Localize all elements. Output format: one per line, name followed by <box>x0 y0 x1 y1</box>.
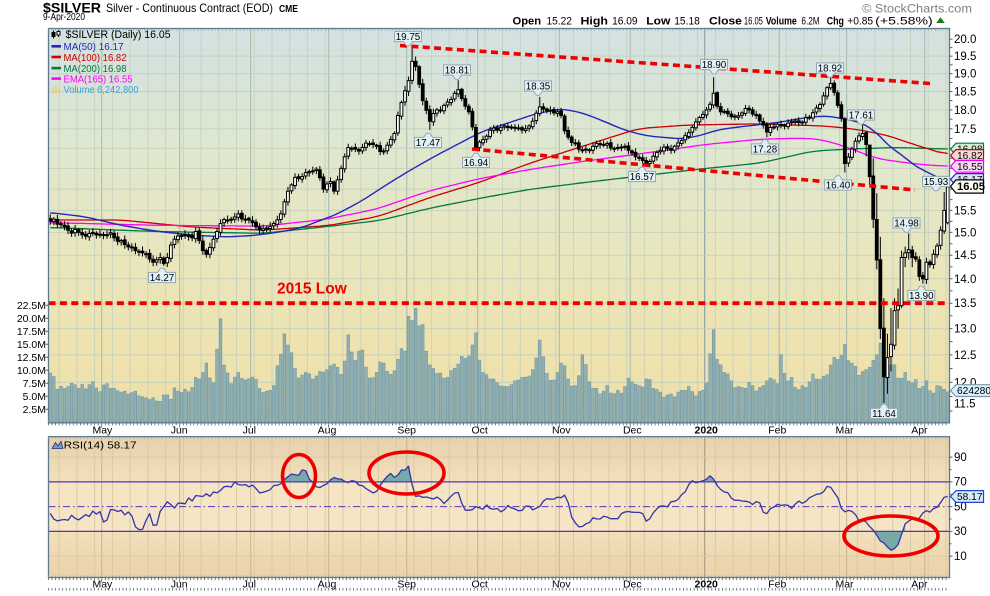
svg-text:16.09: 16.09 <box>612 15 637 27</box>
svg-text:18.81: 18.81 <box>445 66 470 77</box>
svg-text:15.5: 15.5 <box>954 205 976 217</box>
svg-text:19.75: 19.75 <box>396 32 421 43</box>
svg-text:© StockCharts.com: © StockCharts.com <box>862 4 972 16</box>
svg-text:13.90: 13.90 <box>909 291 934 302</box>
svg-text:15.22: 15.22 <box>547 15 572 27</box>
svg-text:Nov: Nov <box>552 578 571 590</box>
svg-text:Aug: Aug <box>318 578 337 590</box>
svg-text:58.17: 58.17 <box>957 492 983 503</box>
svg-text:Close: Close <box>709 15 742 27</box>
svg-text:MA(50) 16.17: MA(50) 16.17 <box>64 41 124 53</box>
svg-text:11.5: 11.5 <box>954 399 976 411</box>
svg-text:10: 10 <box>954 551 967 563</box>
svg-text:30: 30 <box>954 526 967 538</box>
svg-text:2020: 2020 <box>695 425 719 437</box>
svg-text:+0.85: +0.85 <box>847 15 873 27</box>
svg-text:Sep: Sep <box>397 425 416 437</box>
svg-text:MA(200) 16.98: MA(200) 16.98 <box>64 63 127 75</box>
svg-text:Mar: Mar <box>835 425 854 437</box>
svg-text:MA(100) 16.82: MA(100) 16.82 <box>64 52 127 64</box>
svg-text:17.61: 17.61 <box>849 111 874 122</box>
svg-text:Dec: Dec <box>623 425 642 437</box>
svg-text:Jun: Jun <box>171 425 188 437</box>
svg-text:17.28: 17.28 <box>753 145 778 156</box>
svg-text:May: May <box>92 578 113 590</box>
svg-text:Silver - Continuous Contract (: Silver - Continuous Contract (EOD) <box>106 1 273 15</box>
svg-text:20.0M: 20.0M <box>17 313 46 325</box>
svg-text:17.5: 17.5 <box>954 124 976 136</box>
svg-text:RSI(14) 58.17: RSI(14) 58.17 <box>64 439 137 451</box>
svg-text:17.5M: 17.5M <box>17 326 46 338</box>
svg-text:Oct: Oct <box>472 425 488 437</box>
svg-text:18.0: 18.0 <box>954 105 976 117</box>
svg-text:20.0: 20.0 <box>954 34 976 46</box>
svg-text:10.0M: 10.0M <box>17 365 46 377</box>
svg-text:16.05: 16.05 <box>744 15 763 27</box>
svg-text:16.57: 16.57 <box>630 172 655 183</box>
svg-text:16.55: 16.55 <box>957 162 983 173</box>
svg-text:50: 50 <box>954 501 967 513</box>
svg-text:18.5: 18.5 <box>954 87 976 99</box>
svg-text:Apr: Apr <box>911 578 928 590</box>
svg-text:22.5M: 22.5M <box>17 300 46 312</box>
svg-text:15.0M: 15.0M <box>17 339 46 351</box>
svg-text:Oct: Oct <box>472 578 488 590</box>
svg-text:Jul: Jul <box>243 425 256 437</box>
svg-text:Feb: Feb <box>768 578 786 590</box>
svg-text:90: 90 <box>954 452 967 464</box>
svg-text:12.5: 12.5 <box>954 350 976 362</box>
svg-text:16.94: 16.94 <box>464 158 489 169</box>
svg-text:EMA(165) 16.55: EMA(165) 16.55 <box>64 73 133 85</box>
svg-text:Jul: Jul <box>243 578 256 590</box>
svg-text:18.35: 18.35 <box>526 82 551 93</box>
svg-text:15.18: 15.18 <box>674 15 700 27</box>
svg-text:11.64: 11.64 <box>872 409 896 420</box>
svg-text:15.0: 15.0 <box>954 227 976 239</box>
svg-text:12.5M: 12.5M <box>17 352 46 364</box>
svg-text:14.0: 14.0 <box>954 274 976 286</box>
svg-text:16.40: 16.40 <box>826 181 851 192</box>
svg-text:2015 Low: 2015 Low <box>277 281 348 298</box>
svg-text:Feb: Feb <box>768 425 786 437</box>
svg-text:$SILVER (Daily) 16.05: $SILVER (Daily) 16.05 <box>66 29 171 41</box>
svg-text:19.0: 19.0 <box>954 69 976 81</box>
svg-text:15.93: 15.93 <box>924 177 949 188</box>
svg-text:Aug: Aug <box>318 425 337 437</box>
svg-text:Low: Low <box>646 15 670 27</box>
svg-text:7.5M: 7.5M <box>23 378 46 390</box>
svg-text:Nov: Nov <box>552 425 571 437</box>
svg-text:18.90: 18.90 <box>702 60 727 71</box>
svg-text:Dec: Dec <box>623 578 642 590</box>
svg-text:High: High <box>581 15 609 27</box>
svg-text:18.92: 18.92 <box>818 64 843 75</box>
svg-text:70: 70 <box>954 477 967 489</box>
svg-text:9-Apr-2020: 9-Apr-2020 <box>43 12 85 23</box>
svg-text:13.0: 13.0 <box>954 324 976 336</box>
svg-text:5.0M: 5.0M <box>23 391 46 403</box>
svg-text:May: May <box>92 425 113 437</box>
svg-text:Volume: Volume <box>766 15 797 27</box>
svg-text:14.27: 14.27 <box>150 273 175 284</box>
svg-text:Volume 6,242,800: Volume 6,242,800 <box>64 84 139 96</box>
svg-text:Sep: Sep <box>397 578 416 590</box>
svg-text:16.05: 16.05 <box>957 181 985 193</box>
svg-text:14.5: 14.5 <box>954 250 976 262</box>
svg-text:6242800: 6242800 <box>957 386 990 397</box>
svg-text:Mar: Mar <box>835 578 854 590</box>
svg-text:Chg: Chg <box>827 15 844 27</box>
svg-text:13.5: 13.5 <box>954 298 976 310</box>
svg-text:(+5.58%): (+5.58%) <box>875 15 933 27</box>
svg-text:2020: 2020 <box>695 578 719 590</box>
svg-text:Apr: Apr <box>911 425 928 437</box>
svg-text:6.2M: 6.2M <box>801 15 819 27</box>
svg-text:Open: Open <box>513 15 542 27</box>
svg-text:17.47: 17.47 <box>416 138 441 149</box>
svg-text:14.98: 14.98 <box>894 219 919 230</box>
svg-text:$SILVER: $SILVER <box>43 0 101 15</box>
svg-text:16.82: 16.82 <box>957 151 983 162</box>
svg-text:19.5: 19.5 <box>954 51 976 63</box>
svg-text:Jun: Jun <box>171 578 188 590</box>
svg-text:CME: CME <box>279 4 298 15</box>
svg-text:2.5M: 2.5M <box>23 404 46 416</box>
